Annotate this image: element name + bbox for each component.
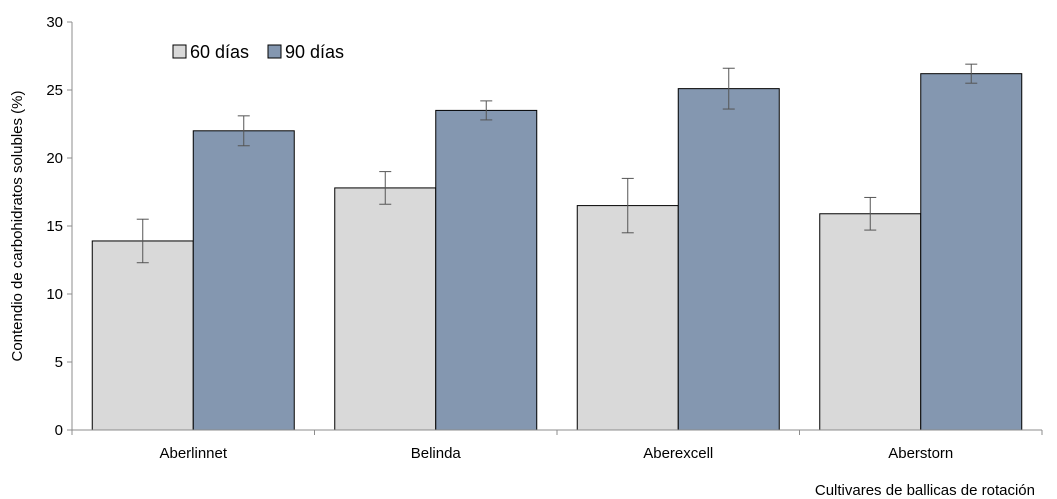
x-ticks-layer: Aberlinnet Belinda Aberexcell Aberstorn [71,430,1043,462]
bar [91,240,194,431]
y-axis-label: Contendio de carbohidratos solubles (%) [9,91,26,362]
y-tick-label: 15 [46,218,63,235]
legend-label-90: 90 días [285,42,344,62]
bar [819,213,922,431]
bar [576,205,679,431]
y-tick-label: 30 [46,14,63,31]
y-tick-label: 5 [55,354,63,371]
bar [920,73,1023,431]
y-tick-label: 25 [46,82,63,99]
x-tick-label: Aberstorn [888,445,953,462]
x-tick-label: Belinda [411,445,462,462]
error-bars-layer [136,63,978,264]
y-tick-label: 10 [46,286,63,303]
y-tick-label: 20 [46,150,63,167]
bars-layer [91,73,1023,431]
x-tick-label: Aberexcell [643,445,713,462]
legend: 60 días 90 días [172,42,344,62]
bar [677,88,780,431]
bar [334,187,437,431]
legend-swatch-60 [172,44,187,59]
x-tick-label: Aberlinnet [159,445,227,462]
y-ticks-layer: 0 5 10 15 20 25 30 [46,14,72,439]
legend-swatch-90 [267,44,282,59]
bar [192,130,295,431]
legend-label-60: 60 días [190,42,249,62]
x-axis-label: Cultivares de ballicas de rotación [815,482,1035,499]
y-tick-label: 0 [55,422,63,439]
bar [435,109,538,431]
